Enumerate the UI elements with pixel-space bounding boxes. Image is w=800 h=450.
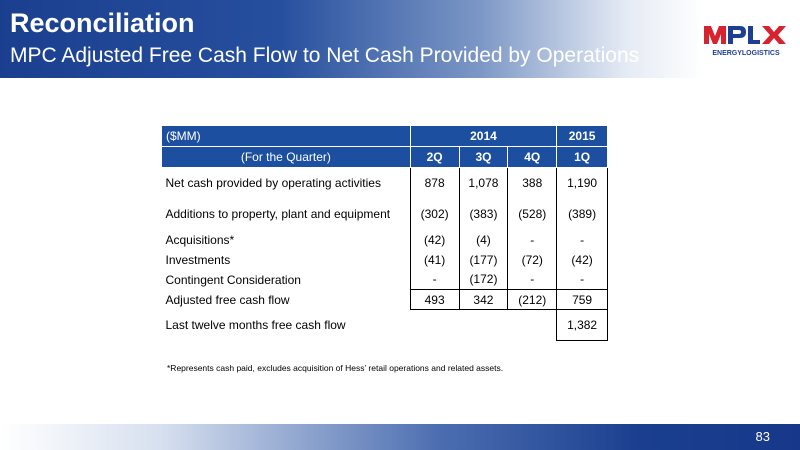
- table-row-ltm: Last twelve months free cash flow 1,382: [162, 309, 608, 341]
- unit-label: ($MM): [161, 125, 411, 147]
- mplx-logo-mark: [704, 26, 786, 44]
- ltm-label: Last twelve months free cash flow: [165, 318, 346, 332]
- table-cell: 342: [458, 289, 509, 310]
- row-label: Investments: [165, 252, 231, 267]
- quarter-header-3q: 3Q: [458, 146, 509, 168]
- table-cell: -: [507, 229, 558, 250]
- footnote: *Represents cash paid, excludes acquisit…: [167, 363, 504, 373]
- table-cell: 493: [409, 289, 460, 310]
- table-cell: -: [507, 269, 558, 290]
- period-label: (For the Quarter): [161, 146, 411, 168]
- table-cell: (528): [507, 198, 558, 230]
- row-label: Net cash provided by operating activitie…: [165, 176, 381, 191]
- table-cell: 1,078: [458, 167, 509, 199]
- quarter-header-1q: 1Q: [556, 146, 608, 168]
- table-cell: (42): [409, 229, 460, 250]
- quarter-header-4q: 4Q: [507, 146, 558, 168]
- table-cell: (389): [556, 198, 608, 230]
- table-cell: 759: [556, 289, 608, 310]
- mplx-logo-tagline: ENERGYLOGISTICS: [712, 50, 780, 57]
- empty-cell: [508, 310, 557, 341]
- table-cell: (4): [458, 229, 509, 250]
- empty-cell: [410, 310, 459, 341]
- ltm-value: 1,382: [556, 309, 608, 341]
- table-cell: 1,190: [556, 167, 608, 199]
- table-cell: (383): [458, 198, 509, 230]
- row-label: Additions to property, plant and equipme…: [165, 207, 391, 221]
- table-cell: -: [409, 269, 460, 290]
- table-cell: -: [556, 229, 608, 250]
- slide-header: Reconciliation MPC Adjusted Free Cash Fl…: [0, 0, 800, 78]
- year-header-2015: 2015: [556, 125, 608, 147]
- table-header-quarter-row: (For the Quarter) 2Q 3Q 4Q 1Q: [161, 146, 608, 168]
- table-cell: (41): [409, 249, 460, 270]
- page-number: 83: [755, 429, 770, 444]
- table-cell: 878: [409, 167, 460, 199]
- quarter-header-2q: 2Q: [409, 146, 460, 168]
- table-row-total: Adjusted free cash flow 493 342 (212) 75…: [162, 289, 608, 310]
- row-label: Adjusted free cash flow: [165, 292, 290, 307]
- slide-footer: 83: [0, 424, 800, 450]
- year-header-2014: 2014: [409, 125, 558, 147]
- row-label: Acquisitions*: [165, 232, 235, 247]
- table-row: Investments (41) (177) (72) (42): [162, 249, 608, 270]
- table-cell: (177): [458, 249, 509, 270]
- table-cell: (212): [507, 289, 558, 310]
- table-row: Acquisitions* (42) (4) - -: [162, 229, 608, 250]
- table-cell: (302): [409, 198, 460, 230]
- table-cell: 388: [507, 167, 558, 199]
- reconciliation-table: ($MM) 2014 2015 (For the Quarter) 2Q 3Q …: [161, 125, 608, 341]
- table-row: Contingent Consideration - (172) - -: [162, 269, 608, 290]
- table-row: Net cash provided by operating activitie…: [162, 167, 608, 199]
- row-label: Contingent Consideration: [165, 272, 301, 287]
- page-subtitle: MPC Adjusted Free Cash Flow to Net Cash …: [10, 44, 640, 67]
- table-header-year-row: ($MM) 2014 2015: [161, 125, 608, 147]
- empty-cell: [459, 310, 508, 341]
- table-cell: (42): [556, 249, 608, 270]
- mplx-logo: ENERGYLOGISTICS: [700, 18, 792, 62]
- page-title: Reconciliation: [10, 8, 195, 38]
- table-cell: (172): [458, 269, 509, 290]
- table-cell: (72): [507, 249, 558, 270]
- table-cell: -: [556, 269, 608, 290]
- table-row: Additions to property, plant and equipme…: [162, 198, 608, 230]
